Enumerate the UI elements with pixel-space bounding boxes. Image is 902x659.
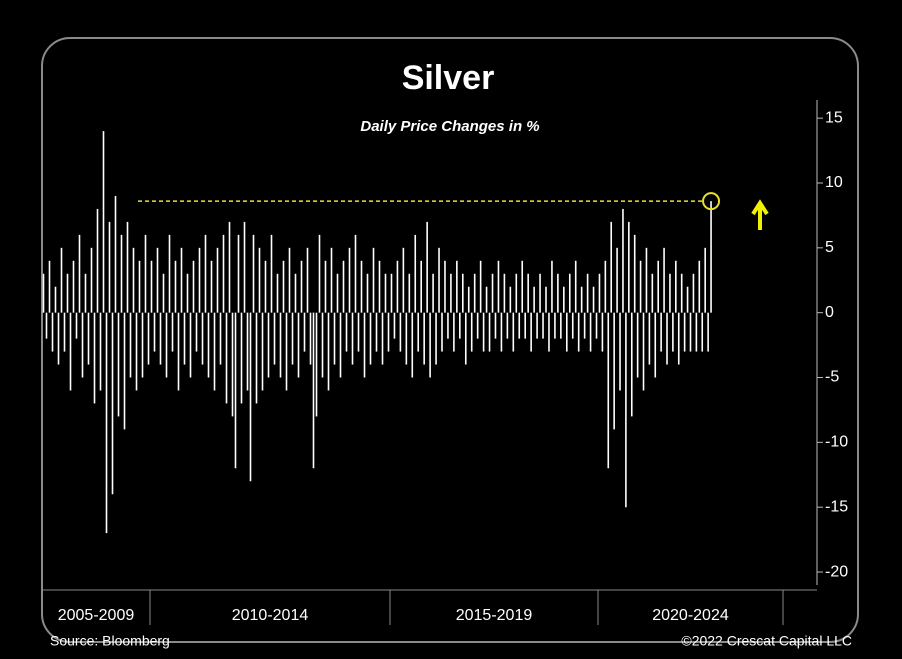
credit: ©2022 Crescat Capital LLC [681,633,852,649]
y-tick-label: 5 [825,239,834,256]
highlight-circle [702,192,721,211]
y-tick-label: -15 [825,498,848,515]
y-tick-label: 0 [825,304,834,321]
y-tick-label: -20 [825,563,848,580]
x-period-label: 2020-2024 [652,607,729,624]
x-period-label: 2010-2014 [232,607,309,624]
x-period-label: 2005-2009 [58,607,135,624]
chart-subtitle: Daily Price Changes in % [360,118,539,135]
arrow [751,199,769,230]
frame [41,37,859,643]
y-tick-label: 10 [825,174,843,191]
source: Source: Bloomberg [50,633,170,649]
y-tick-label: -5 [825,369,839,386]
chart-title: Silver [402,59,495,97]
y-tick-label: -10 [825,434,848,451]
y-tick-label: 15 [825,109,843,126]
x-period-label: 2015-2019 [456,607,533,624]
